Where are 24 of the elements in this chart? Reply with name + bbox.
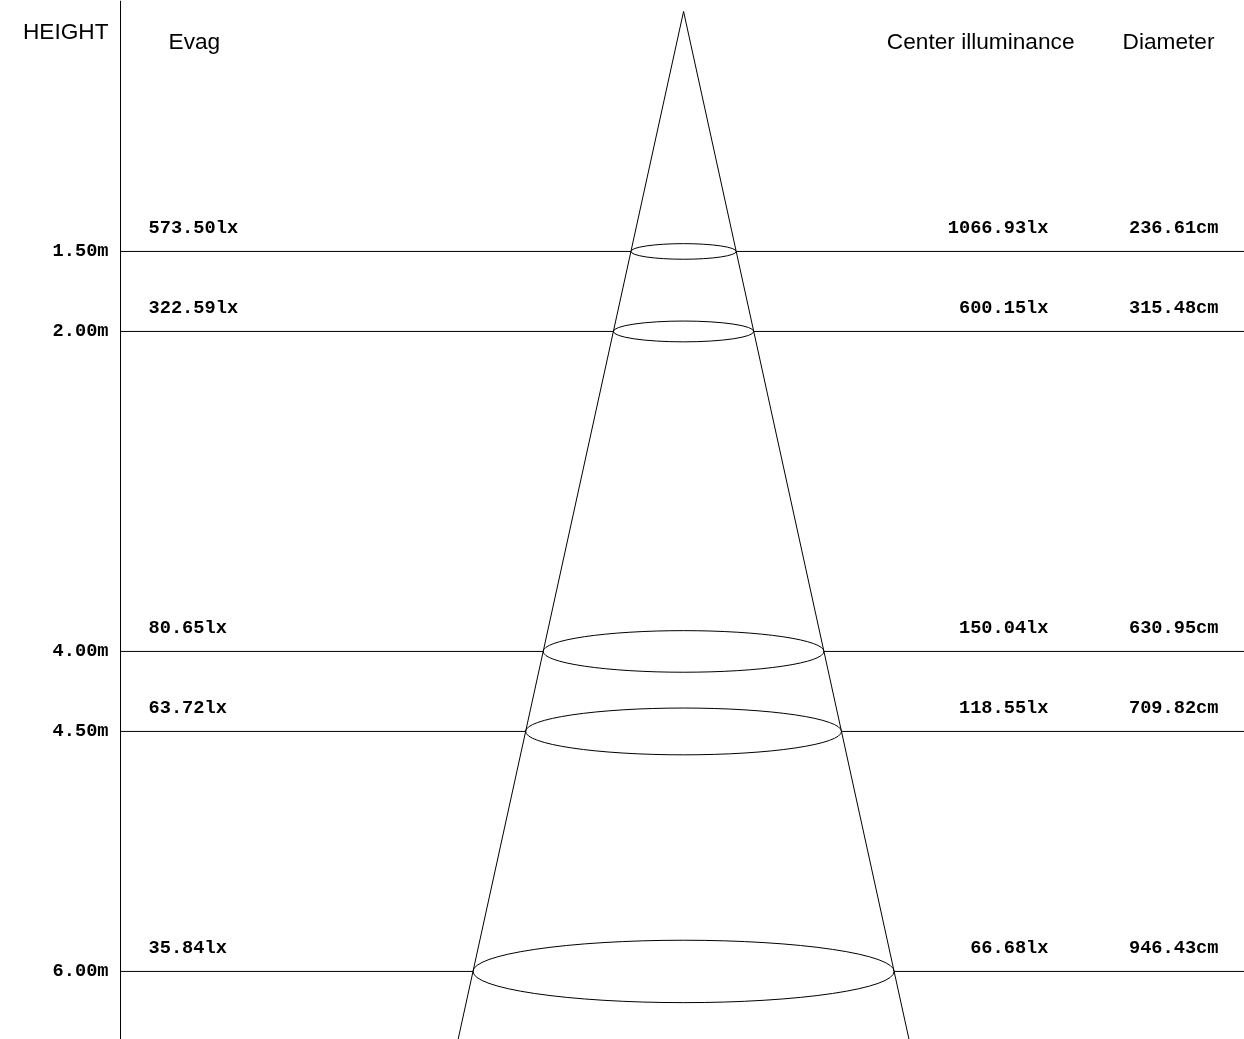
data-label: 322.59lx	[148, 297, 239, 320]
category-label: 4.00m	[52, 640, 109, 663]
legend-label: Diameter	[1122, 28, 1215, 55]
data-label: 236.61cm	[1128, 217, 1219, 240]
text: HEIGHT	[22, 18, 109, 45]
data-label: 150.04lx	[958, 617, 1049, 640]
legend-label: Center illuminance	[886, 28, 1075, 55]
data-label: 35.84lx	[148, 937, 227, 960]
data-label: 63.72lx	[148, 697, 227, 720]
data-label: 709.82cm	[1128, 697, 1219, 720]
data-label: 66.68lx	[970, 937, 1049, 960]
category-label: 4.50m	[52, 720, 109, 743]
data-label: 573.50lx	[148, 217, 239, 240]
category-label: 6.00m	[52, 960, 109, 983]
data-label: 80.65lx	[148, 617, 227, 640]
legend-label: Evag	[168, 28, 221, 55]
data-label: 946.43cm	[1128, 937, 1219, 960]
data-label: 118.55lx	[958, 697, 1049, 720]
data-label: 1066.93lx	[947, 217, 1049, 240]
category-label: 2.00m	[52, 320, 109, 343]
category-label: 1.50m	[52, 240, 109, 263]
data-label: 630.95cm	[1128, 617, 1219, 640]
data-label: 600.15lx	[958, 297, 1049, 320]
data-label: 315.48cm	[1128, 297, 1219, 320]
